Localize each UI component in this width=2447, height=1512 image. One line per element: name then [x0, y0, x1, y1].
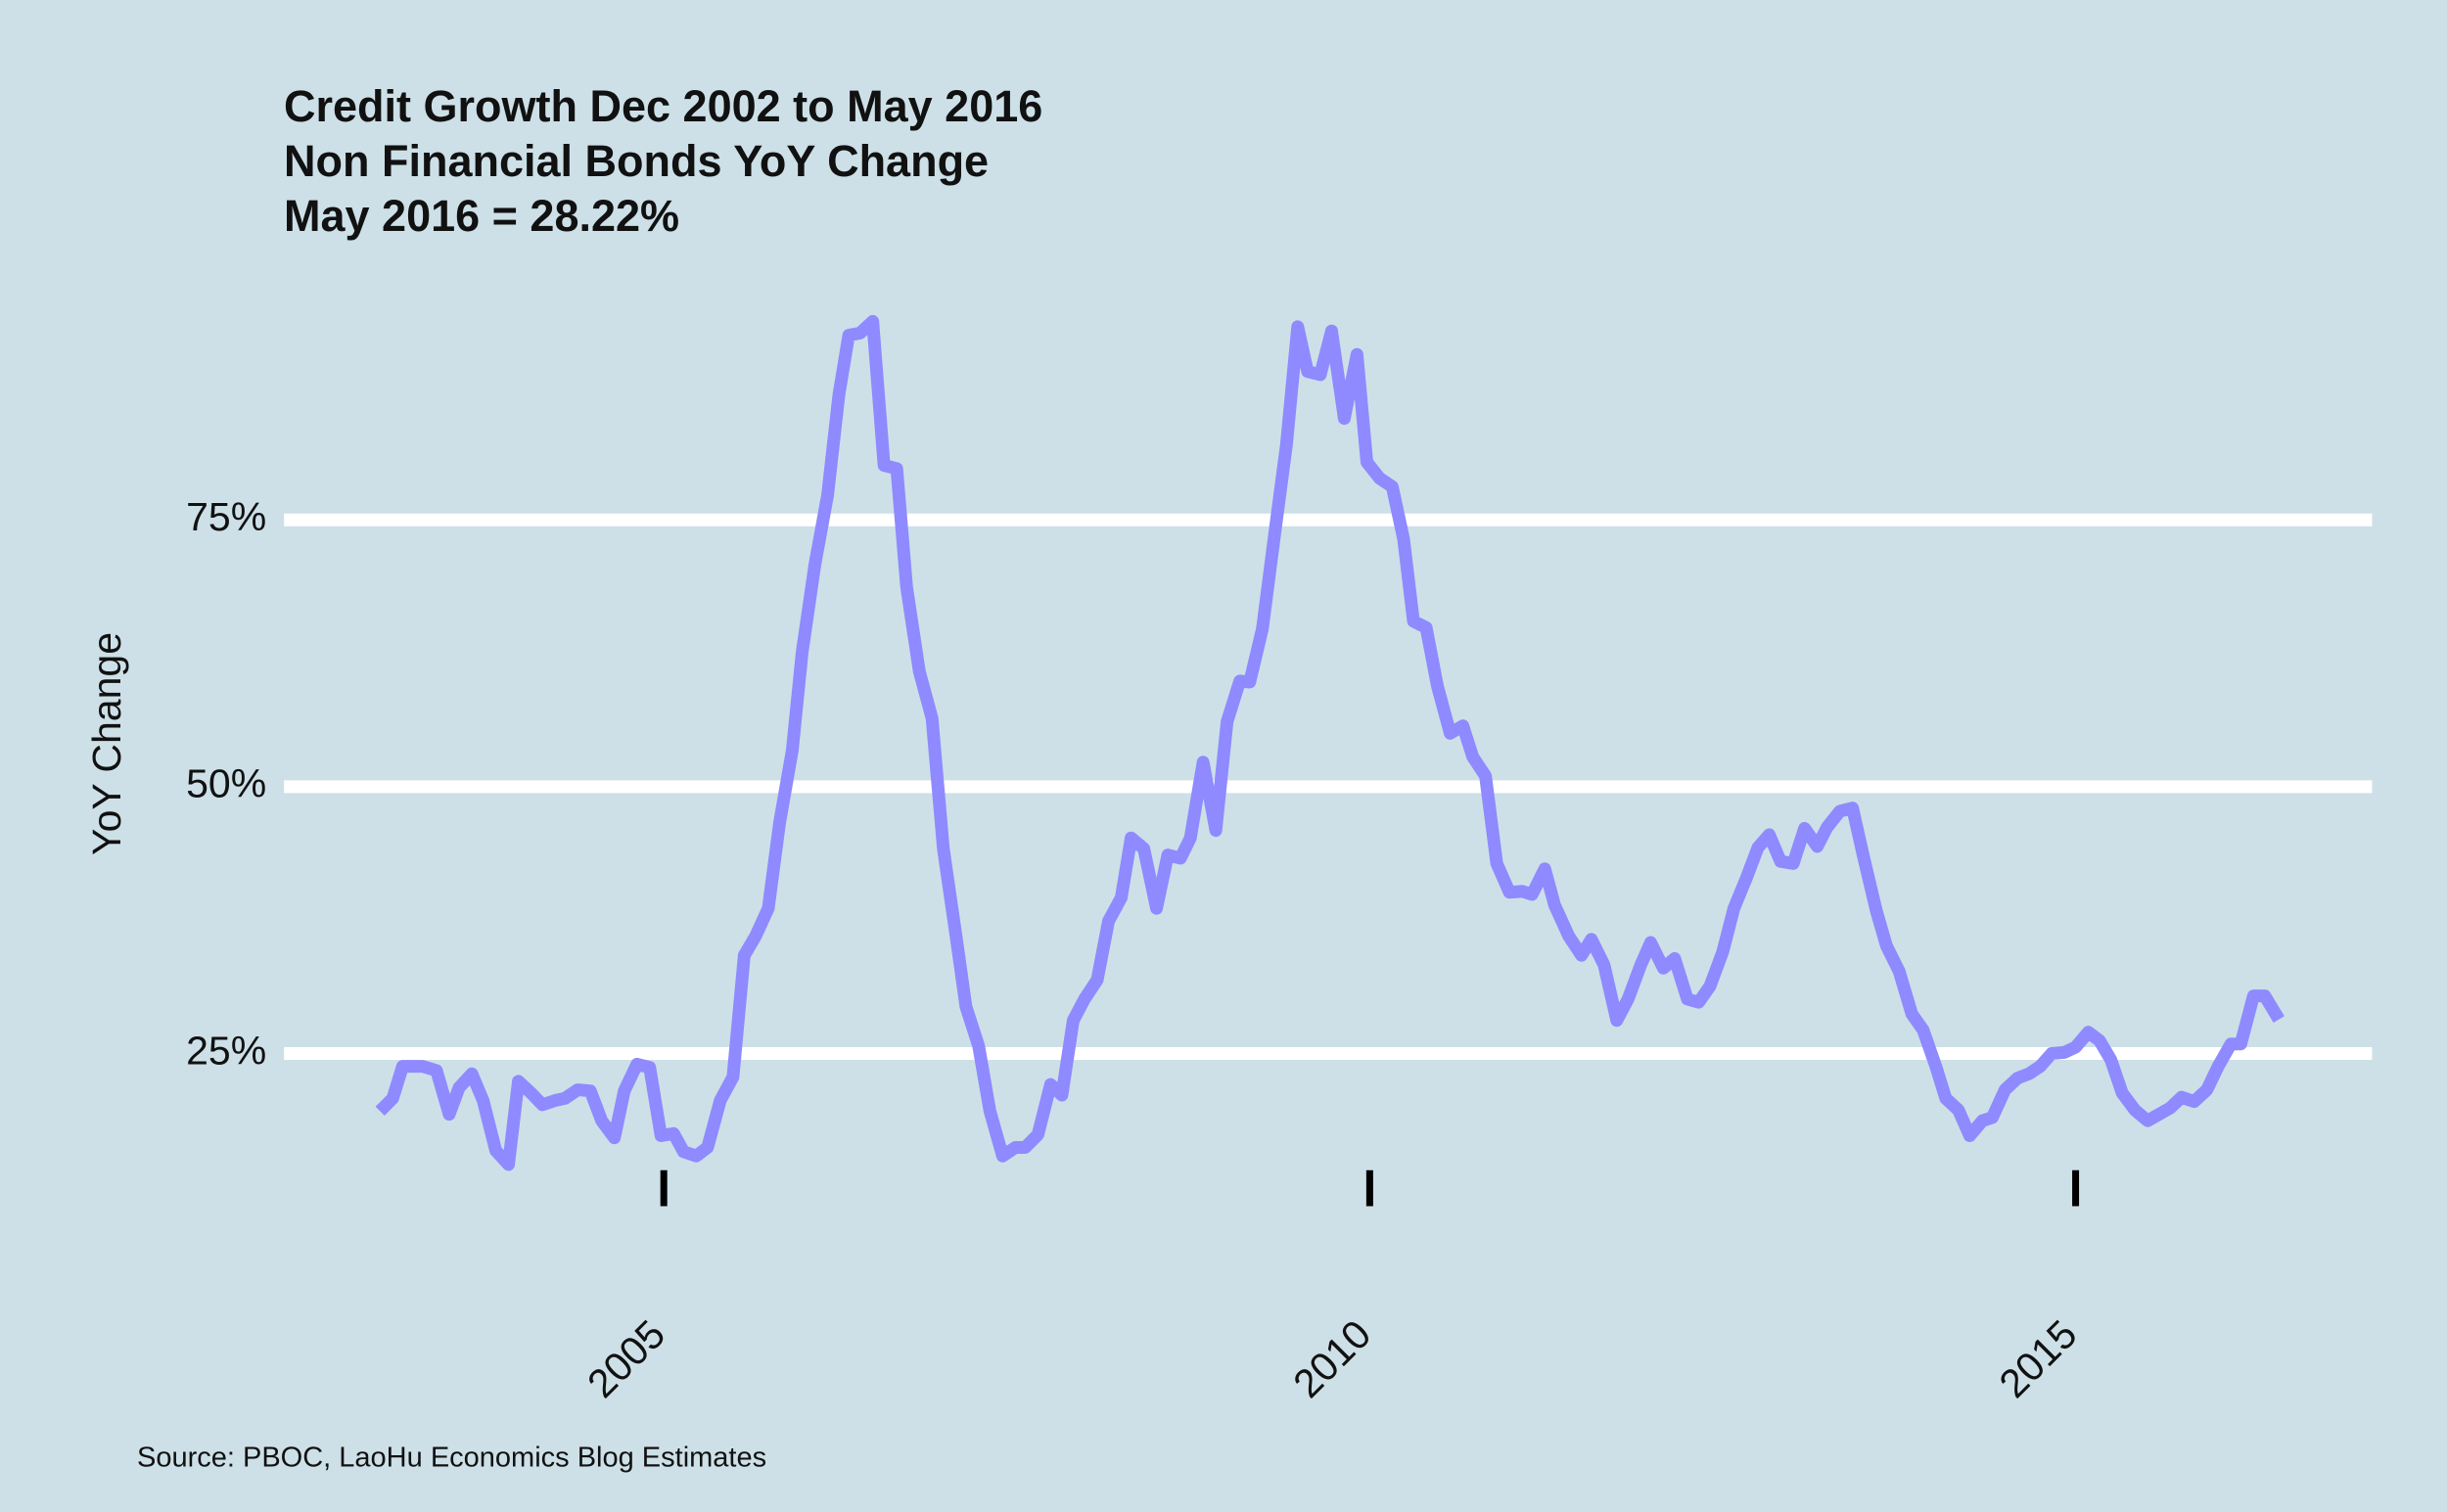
chart-annotation: May 2016 = 28.22%	[284, 191, 679, 241]
y-tick-label: 25%	[186, 1028, 266, 1073]
y-tick-label: 50%	[186, 761, 266, 806]
y-tick-label: 75%	[186, 494, 266, 539]
caption: Source: PBOC, LaoHu Economics Blog Estim…	[137, 1443, 766, 1474]
chart-subtitle: Non Financial Bonds YoY Change	[284, 136, 989, 186]
y-axis-label: YoY Change	[84, 632, 129, 855]
chart-title: Credit Growth Dec 2002 to May 2016	[284, 81, 1042, 131]
data-line	[375, 314, 2285, 1171]
